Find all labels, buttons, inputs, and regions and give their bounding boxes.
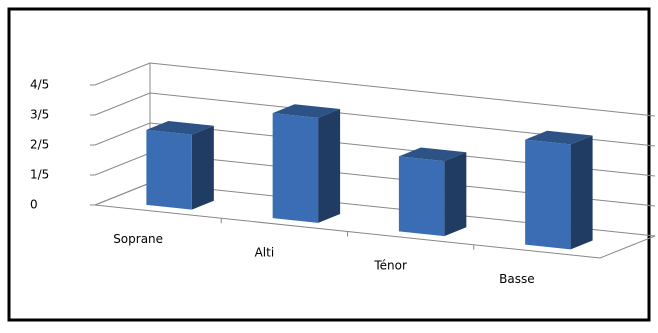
bar	[146, 129, 192, 210]
grid-line	[94, 122, 656, 177]
bar-side	[191, 125, 214, 210]
x-tick-label: Soprane	[113, 232, 163, 246]
bar-top	[525, 130, 593, 145]
x-tick-label: Alti	[255, 245, 275, 259]
bar-top	[272, 104, 341, 118]
bar-top	[146, 121, 214, 135]
bar-side	[318, 109, 341, 223]
x-tick-label: Basse	[499, 272, 534, 286]
y-tick-label: 3/5	[30, 108, 49, 122]
bar-side	[444, 152, 467, 237]
bar	[398, 156, 445, 237]
grid-line	[94, 62, 656, 117]
y-tick-label: 0	[30, 198, 38, 212]
grid-line	[94, 92, 656, 147]
y-tick-label: 1/5	[30, 168, 49, 182]
bar	[272, 113, 319, 223]
bar-side	[570, 135, 593, 250]
y-tick-label: 4/5	[30, 78, 49, 92]
x-tick-label: Ténor	[373, 259, 407, 273]
y-tick-label: 2/5	[30, 138, 49, 152]
floor-line	[94, 204, 656, 259]
bar	[525, 139, 571, 250]
bar-top	[398, 147, 467, 162]
plot: 0 1/5 2/5 3/5 4/5 Soprane Alti Ténor Basse	[30, 62, 656, 286]
